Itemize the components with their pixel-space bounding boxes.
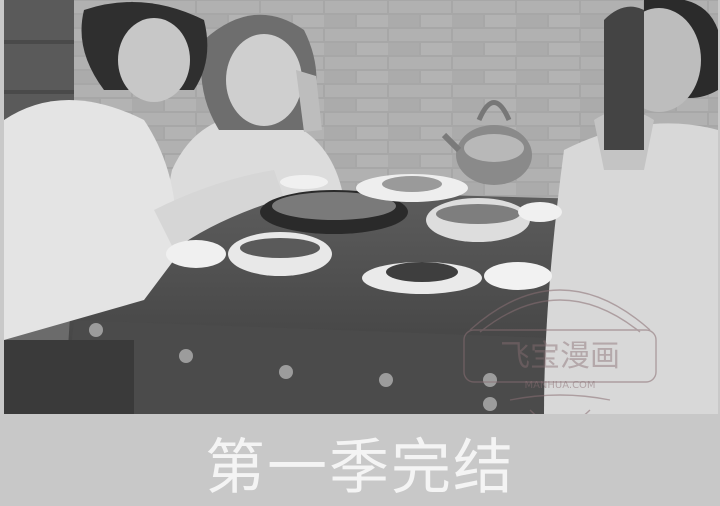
bowl-small-left <box>166 240 226 268</box>
caption-band <box>0 414 720 506</box>
young-man-figure <box>4 2 284 414</box>
bowl-small-right <box>484 262 552 290</box>
photo-frame <box>4 0 718 414</box>
table-rivets <box>89 323 561 411</box>
dinner-scene-photo <box>4 0 718 414</box>
dishes <box>166 174 562 294</box>
season-end-caption: 第一季完结 <box>205 433 515 503</box>
teapot <box>441 100 532 185</box>
cup <box>280 175 328 189</box>
bowl-small-back <box>518 202 562 222</box>
